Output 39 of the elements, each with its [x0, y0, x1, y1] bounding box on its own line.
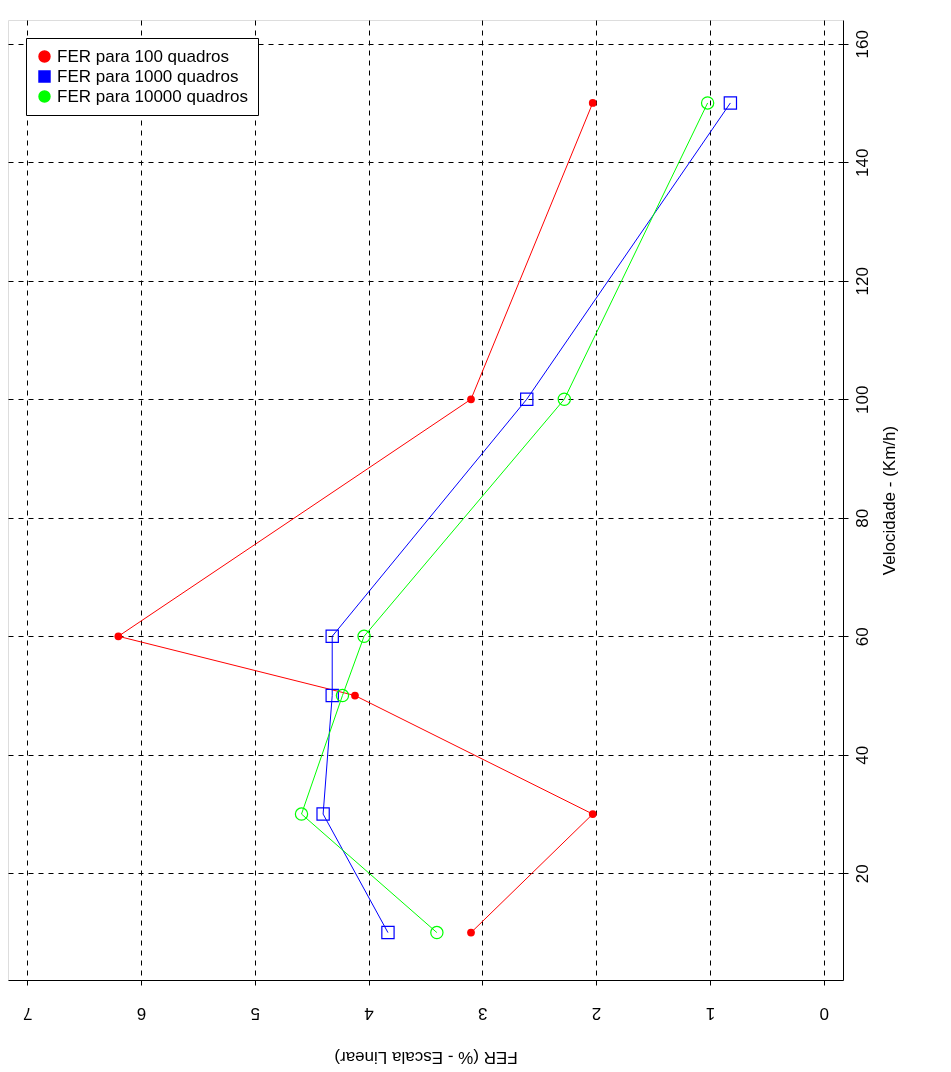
point [294, 807, 309, 821]
point [520, 392, 534, 406]
point [467, 395, 475, 404]
y-tick-label: 120 [852, 267, 872, 296]
y-tick-label: 160 [852, 30, 872, 59]
point [325, 629, 339, 644]
y-tick-label: 140 [852, 148, 872, 177]
y-tick-label: 20 [852, 864, 872, 884]
x-tick-label: 2 [591, 1003, 602, 1023]
legend-label: FER para 100 quadros [57, 46, 229, 66]
y-tick-label: 80 [852, 508, 872, 528]
point [351, 691, 359, 700]
legend-label: FER para 1000 quadros [57, 66, 239, 86]
y-tick-label: 60 [852, 627, 872, 647]
point [588, 99, 597, 107]
legend-label: FER para 10000 quadros [57, 86, 248, 106]
point [381, 925, 395, 940]
x-tick-label: 4 [364, 1003, 374, 1023]
point [467, 928, 475, 937]
x-tick-label: 1 [705, 1003, 716, 1023]
point [357, 629, 371, 644]
x-tick-label: 5 [250, 1003, 261, 1023]
x-tick-label: 0 [819, 1003, 829, 1023]
point [316, 807, 330, 821]
y-axis-title: Velocidade - (Km/h) [879, 425, 899, 576]
x-axis-title: FER (% - Escala Linear) [334, 1047, 518, 1067]
point [325, 688, 339, 703]
point [723, 96, 738, 110]
point [114, 632, 123, 641]
y-tick-label: 40 [852, 745, 872, 765]
y-tick-label: 100 [852, 385, 872, 414]
x-tick-label: 7 [23, 1003, 33, 1023]
point [430, 925, 444, 940]
point [700, 96, 715, 110]
x-tick-label: 6 [136, 1003, 147, 1023]
point [557, 392, 572, 406]
x-tick-label: 3 [478, 1003, 488, 1023]
point [335, 688, 350, 703]
point [588, 810, 597, 818]
